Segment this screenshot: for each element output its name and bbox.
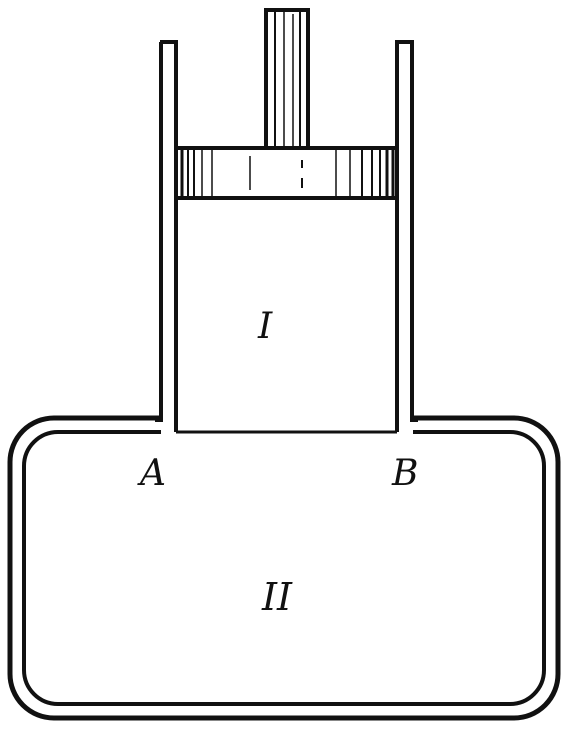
cylinder-right-wall [395, 42, 418, 432]
cylinder-opening-mask [161, 412, 413, 435]
piston-shading [180, 150, 395, 196]
piston-head [174, 146, 399, 200]
label-upper-chamber: I [257, 306, 273, 347]
cylinder-left-wall-fill [160, 40, 178, 44]
piston-rod-body [264, 8, 310, 152]
label-point-b: B [391, 453, 418, 494]
label-point-a: A [137, 453, 166, 494]
piston-head-body [174, 146, 399, 200]
piston-rod [264, 8, 310, 152]
lower-vessel-inner-wall [22, 430, 546, 706]
label-lower-chamber: II [261, 575, 293, 619]
lower-vessel [7, 415, 561, 721]
cylinder-left-wall [155, 42, 178, 432]
cylinder-right-wall-fill [395, 40, 414, 44]
cylinder [155, 40, 418, 434]
lower-vessel-outer-wall [7, 415, 561, 721]
